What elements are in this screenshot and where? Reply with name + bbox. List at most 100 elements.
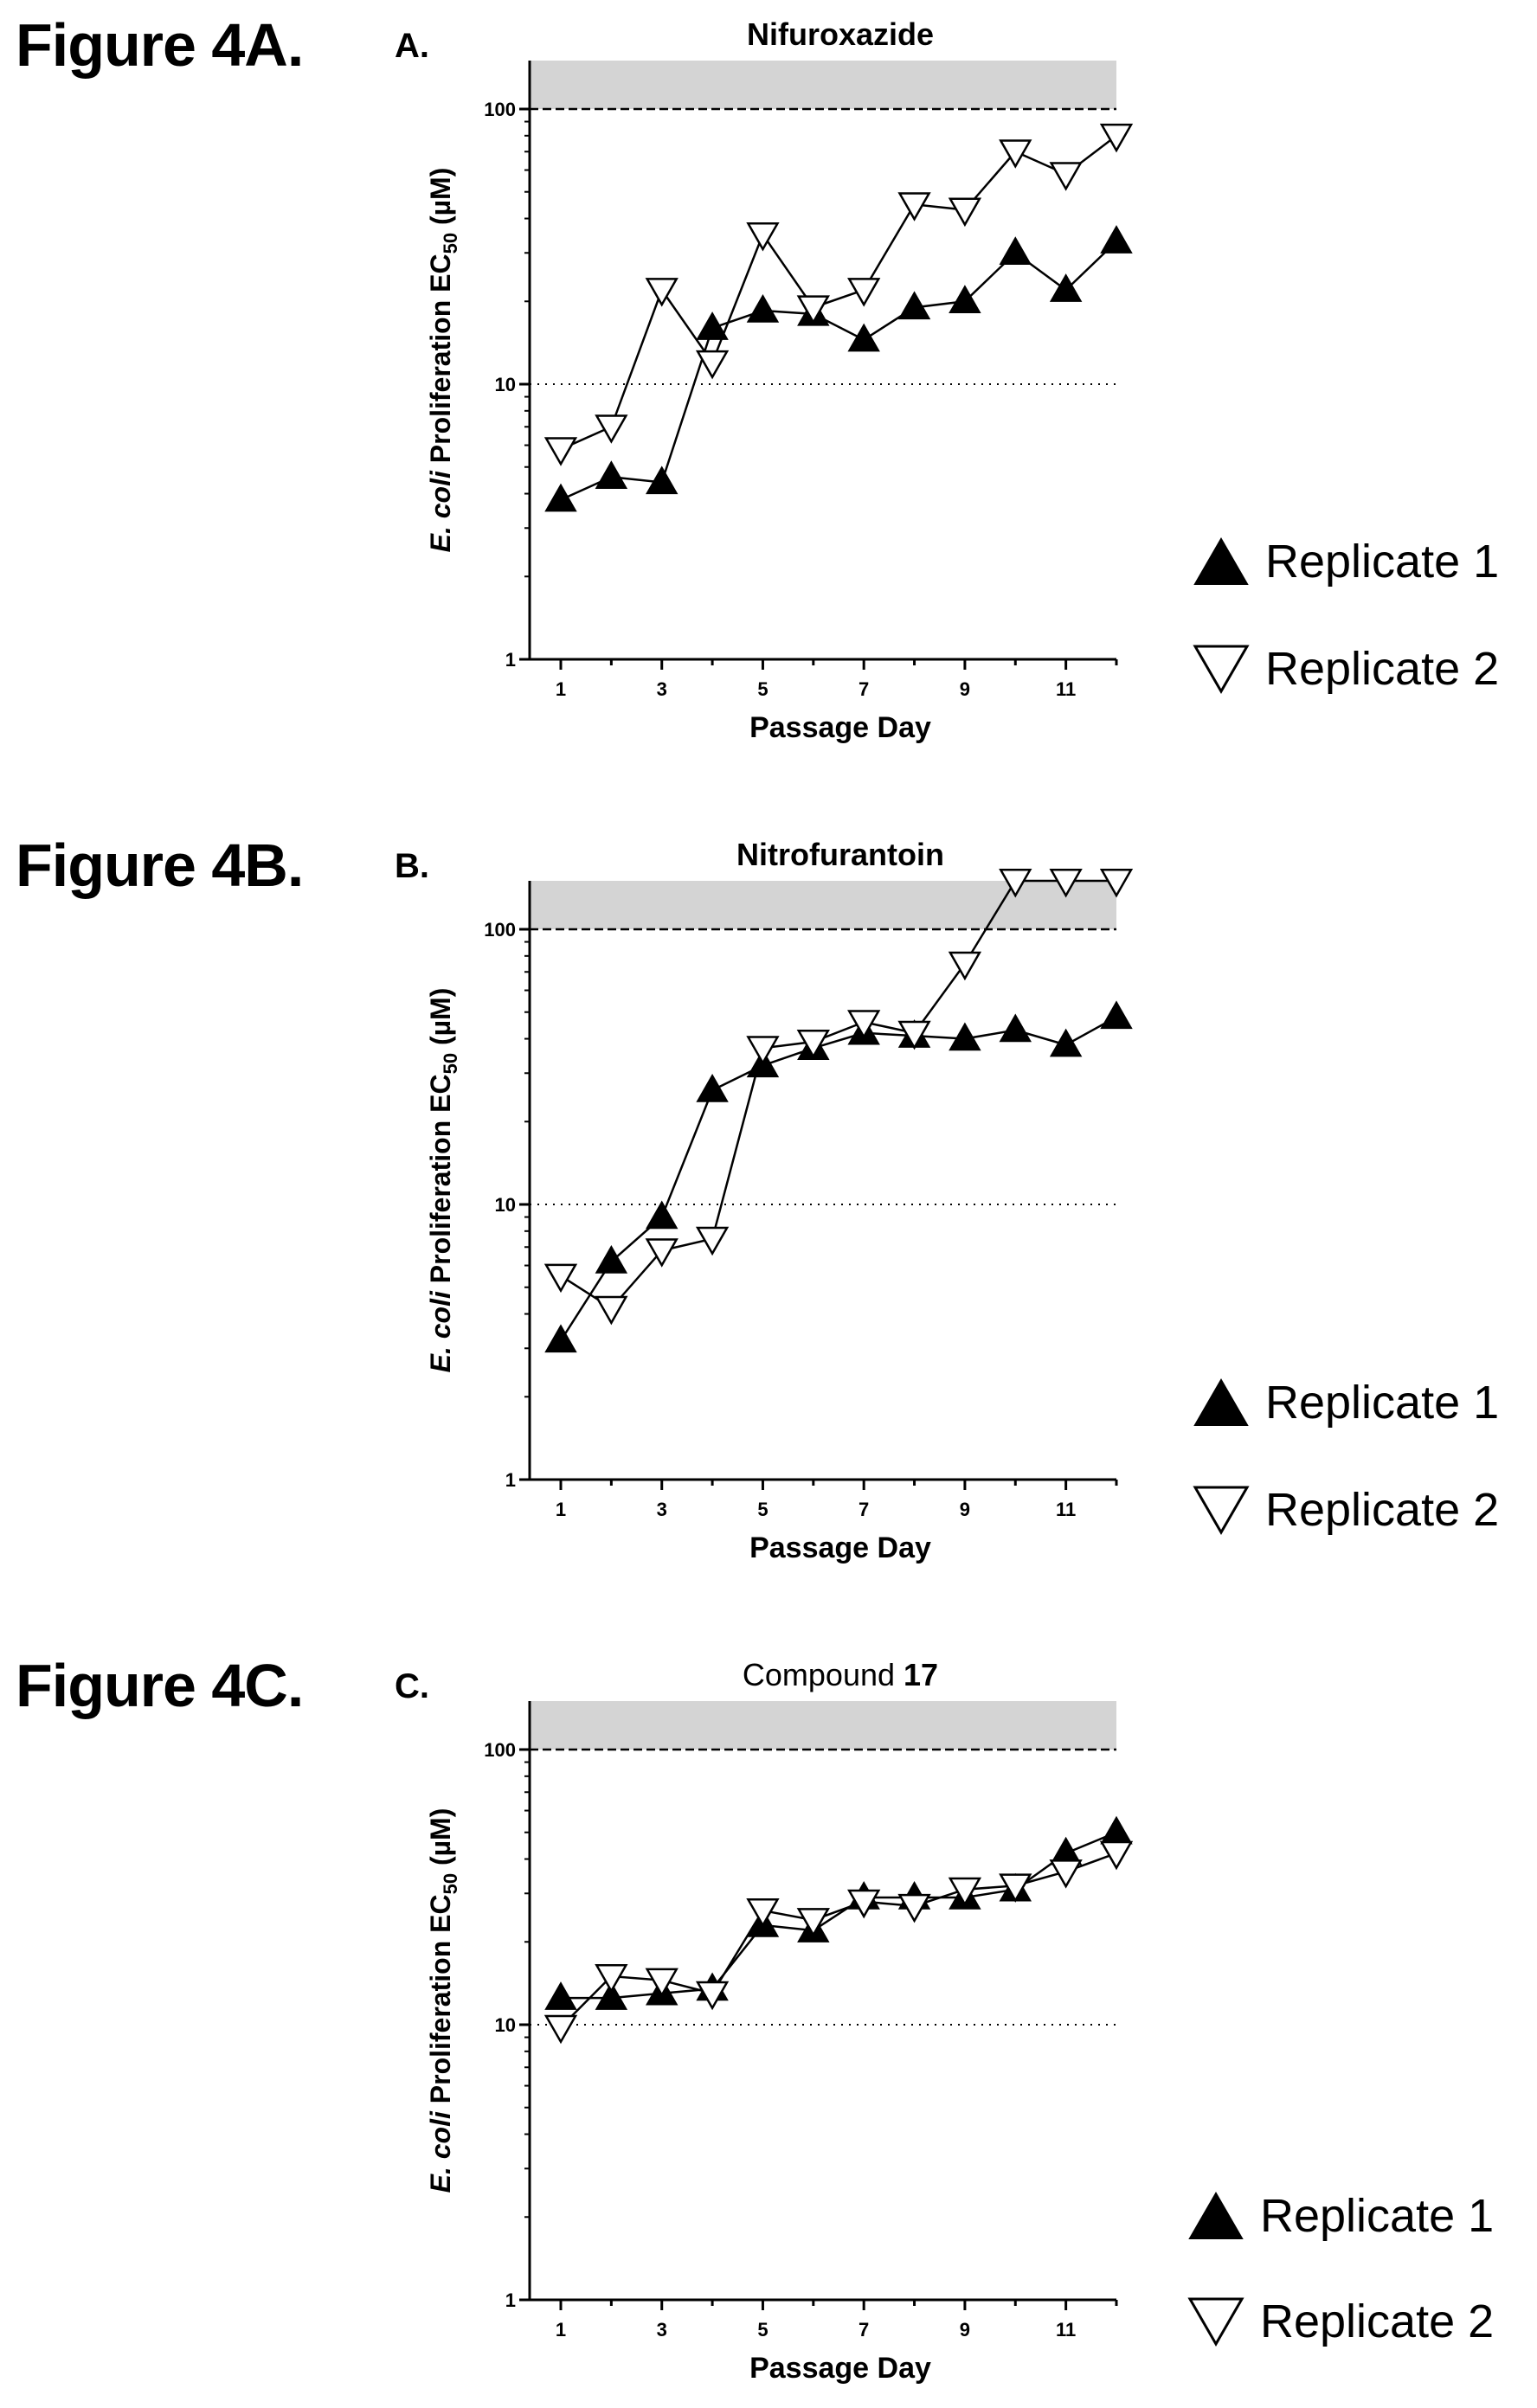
data-point-replicate-2 [847,278,881,307]
data-point-replicate-1 [646,466,678,495]
data-point-replicate-2 [1049,1859,1083,1889]
legend-replicate-2: Replicate 2 [1193,1483,1499,1537]
data-point-replicate-2 [543,1263,578,1294]
y-tick-label: 1 [505,649,516,671]
y-axis-title-unit: (µM) [425,988,456,1053]
data-point-replicate-1 [1100,1815,1133,1845]
data-point-replicate-2 [1099,123,1134,153]
y-axis-title-unit: (µM) [425,1808,456,1873]
legend-replicate-1: Replicate 1 [1193,1376,1499,1429]
chart-c: Compound 17 C. 1 10 100 1 3 5 7 9 11 Passage Day E. … [395,1657,1134,2385]
y-axis-title-organism: E. coli [425,1290,456,1372]
panel-a: Figure 4A. Nifuroxazide A. 1 10 100 1 3 5 7 9 11 Pa… [0,0,1537,787]
x-tick-label: 1 [556,678,566,700]
y-axis-title-unit: (µM) [425,168,456,233]
series-line-2 [560,1852,1117,2028]
y-tick-label: 10 [495,1194,516,1216]
data-point-replicate-1 [1100,1000,1133,1030]
triangle-down-open-icon [1187,2297,1244,2347]
data-point-replicate-2 [948,197,982,228]
x-tick-label: 9 [960,678,970,700]
x-tick-label: 1 [556,2319,566,2341]
data-point-replicate-2 [595,1295,628,1326]
data-point-replicate-2 [1099,1840,1134,1871]
x-axis-title: Passage Day [749,1531,931,1564]
data-point-replicate-2 [847,1889,881,1919]
series-line-1 [559,1016,1117,1342]
y-tick-label: 100 [484,1739,516,1761]
x-tick-label: 5 [757,1499,768,1520]
data-point-replicate-2 [1049,869,1083,898]
chart-title: Nitrofurantoin [736,837,944,872]
y-axis-title-main: Proliferation EC [425,1894,456,2111]
data-point-replicate-1 [1049,273,1083,302]
y-axis-title: E. coli Proliferation EC50 (µM) [425,1808,461,2193]
x-tick-label: 9 [960,2319,970,2341]
y-tick-label: 100 [484,919,516,941]
data-point-replicate-1 [949,1022,981,1051]
data-point-replicate-1 [595,1981,628,2010]
x-tick-label: 7 [859,678,869,700]
shaded-region [530,881,1116,929]
panel-letter: C. [395,1667,429,1705]
x-axis-title: Passage Day [749,711,931,744]
legend-label: Replicate 1 [1265,1377,1500,1429]
y-tick-label: 10 [495,2014,516,2036]
y-tick-label: 1 [505,2289,516,2311]
data-point-replicate-2 [796,295,830,324]
figure-label: Figure 4C. [16,1652,304,1719]
x-tick-label: 11 [1056,678,1076,700]
data-point-replicate-2 [746,222,780,252]
y-axis-title-subscript: 50 [440,1053,461,1074]
panel-b: Figure 4B. Nitrofurantoin B. 1 10 100 1 3 5 7 9 11… [0,820,1537,1608]
data-point-replicate-1 [696,311,729,340]
x-tick-label: 5 [757,678,768,700]
chart-b: Nitrofurantoin B. 1 10 100 1 3 5 7 9 11 Passage Day… [395,837,1134,1564]
figure-label: Figure 4B. [16,832,304,899]
series-line-2 [560,879,1116,1310]
data-point-replicate-2 [543,437,578,466]
data-point-replicate-2 [999,1873,1032,1903]
legend-label: Replicate 2 [1260,2296,1495,2347]
data-point-replicate-1 [646,1200,678,1230]
figure-label: Figure 4A. [16,11,304,79]
y-axis-title: E. coli Proliferation EC50 (µM) [425,168,461,553]
series-line-1 [561,1831,1117,2000]
data-point-replicate-2 [948,1877,982,1907]
x-tick-label: 3 [657,678,667,700]
data-point-replicate-1 [544,1981,577,2010]
data-point-replicate-2 [595,1964,628,1994]
data-point-replicate-1 [1100,225,1133,254]
legend-label: Replicate 1 [1265,536,1500,588]
data-point-replicate-1 [1049,1028,1083,1057]
data-point-replicate-2 [595,414,628,444]
chart-title: Compound 17 [743,1657,938,1692]
x-tick-label: 11 [1056,1499,1076,1520]
panel-letter: A. [395,27,429,65]
chart-a: Nifuroxazide A. 1 10 100 1 3 5 7 9 11 Passage Day E.… [395,16,1134,744]
legend-label: Replicate 2 [1265,1484,1500,1536]
data-point-replicate-1 [595,460,628,489]
y-axis-title-organism: E. coli [425,2110,456,2193]
shaded-region [530,61,1116,109]
shaded-region [530,1701,1116,1750]
data-point-replicate-2 [948,951,982,981]
y-axis-title-organism: E. coli [425,470,456,552]
x-tick-label: 1 [556,1499,566,1520]
y-axis-title-subscript: 50 [440,233,461,254]
x-tick-label: 3 [657,1499,667,1520]
data-point-replicate-1 [847,323,880,352]
x-tick-label: 11 [1056,2319,1076,2341]
data-point-replicate-1 [544,483,577,512]
y-axis-title-main: Proliferation EC [425,1074,456,1291]
data-point-replicate-2 [847,1010,881,1039]
data-point-replicate-1 [544,1324,577,1353]
data-point-replicate-2 [897,1893,931,1923]
data-point-replicate-2 [645,1238,678,1268]
y-tick-label: 1 [505,1469,516,1491]
data-point-replicate-2 [897,1020,931,1050]
y-tick-label: 10 [495,374,516,395]
triangle-up-filled-icon [1188,2191,1244,2239]
data-point-replicate-1 [595,1245,628,1274]
data-point-replicate-1 [949,285,981,314]
